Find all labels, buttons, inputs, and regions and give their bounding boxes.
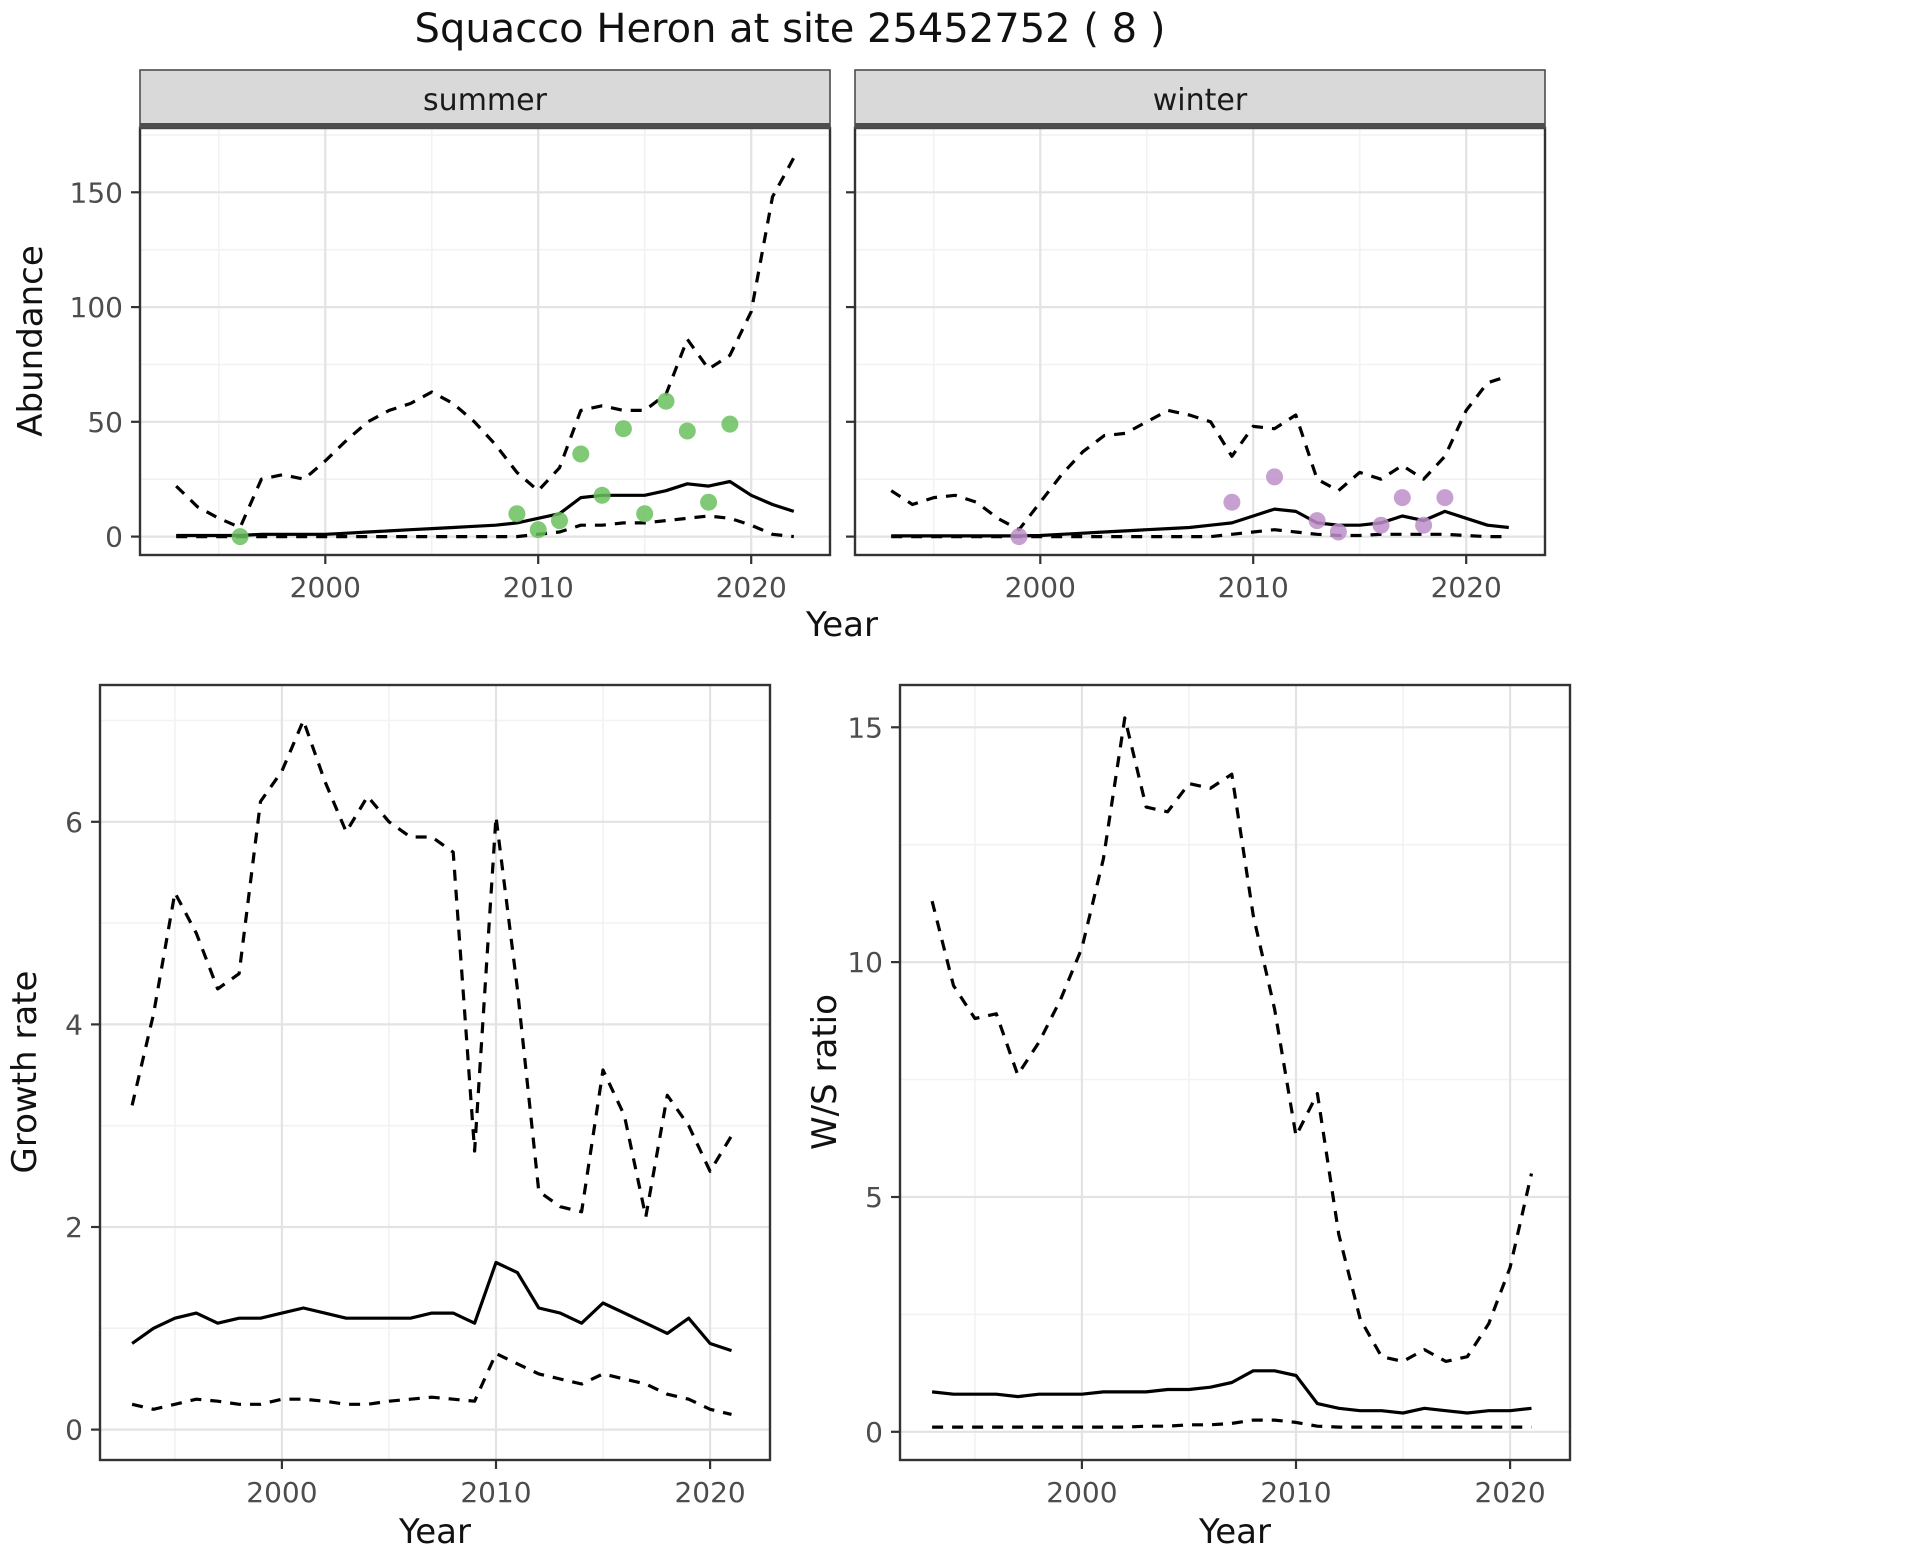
x-axis-label-ws-ratio: Year	[1198, 1512, 1271, 1552]
chart-title: Squacco Heron at site 25452752 ( 8 )	[414, 6, 1166, 52]
panel-border	[98, 683, 772, 1462]
y-tick-label: 0	[65, 1414, 83, 1447]
observed-winter-counts	[1329, 523, 1347, 541]
observed-winter-counts	[1436, 489, 1454, 507]
y-axis-label-growth-rate: Growth rate	[5, 971, 45, 1174]
x-tick-label: 2020	[716, 571, 787, 604]
panel-ws-ratio: 2000 2010 2020 0 5 10 15 W/S ratio Year	[805, 683, 1572, 1552]
x-tick-label: 2000	[1046, 1476, 1117, 1509]
facet-strip-winter	[854, 69, 1546, 129]
observed-summer-counts	[678, 422, 696, 440]
observed-summer-counts	[636, 505, 654, 523]
y-tick-label: 15	[847, 711, 883, 744]
x-tick-label: 2000	[246, 1476, 317, 1509]
y-tick-label: 0	[865, 1416, 883, 1449]
x-tick-label: 2000	[290, 571, 361, 604]
y-tick-label: 0	[105, 521, 123, 554]
series-lower-ci	[176, 514, 794, 539]
panel-background	[855, 128, 1545, 555]
panel-growth-rate: 2000 2010 2020 0 2 4 6 Growth rate Year	[5, 683, 772, 1552]
y-tick-label: 100	[70, 291, 123, 324]
observed-summer-counts	[700, 493, 718, 511]
observed-winter-counts	[1372, 516, 1390, 534]
observed-summer-counts	[529, 521, 547, 539]
facet-label-summer: summer	[423, 83, 548, 118]
y-tick-label: 2	[65, 1211, 83, 1244]
series-lower-ci	[131, 1352, 732, 1416]
series-lower-ci	[891, 528, 1509, 539]
x-tick-label: 2020	[1474, 1476, 1545, 1509]
observed-winter-counts	[1393, 489, 1411, 507]
y-tick-label: 10	[847, 946, 883, 979]
observed-winter-counts	[1010, 528, 1028, 546]
observed-summer-counts	[593, 486, 611, 504]
series-median	[131, 1260, 733, 1353]
observed-summer-counts	[572, 445, 590, 463]
y-tick-label: 50	[87, 406, 123, 439]
x-tick-label: 2010	[503, 571, 574, 604]
series-median	[931, 1369, 1532, 1415]
observed-winter-counts	[1415, 516, 1433, 534]
observed-summer-counts	[551, 512, 568, 530]
series-lower-ci	[932, 1418, 1532, 1429]
x-tick-label: 2010	[1260, 1476, 1331, 1509]
observed-winter-counts	[1223, 493, 1241, 511]
series-median	[176, 479, 795, 538]
x-tick-label: 2020	[1431, 571, 1502, 604]
y-tick-label: 150	[70, 176, 123, 209]
series-upper-ci	[130, 718, 733, 1219]
observed-winter-counts	[1266, 468, 1283, 486]
x-tick-label: 2010	[1218, 571, 1289, 604]
series-upper-ci	[175, 157, 796, 530]
observed-summer-counts	[657, 392, 675, 410]
panel-abundance-summer: 2000 2010 2020 0 50 100 150 summer Abundance Year	[11, 69, 878, 645]
facet-label-winter: winter	[1153, 83, 1248, 118]
y-axis-label-abundance-summer: Abundance	[11, 245, 51, 437]
series-upper-ci	[930, 716, 1534, 1363]
x-tick-label: 2020	[674, 1476, 745, 1509]
panel-background	[900, 685, 1570, 1460]
observed-summer-counts	[508, 505, 526, 523]
y-tick-label: 6	[65, 806, 83, 839]
x-axis-label-abundance-summer: Year	[805, 605, 878, 645]
x-tick-label: 2010	[460, 1476, 531, 1509]
x-axis-label-growth-rate: Year	[398, 1512, 471, 1552]
observed-summer-counts	[614, 420, 632, 438]
observed-summer-counts	[721, 415, 739, 433]
x-tick-label: 2000	[1005, 571, 1076, 604]
y-tick-label: 4	[65, 1008, 83, 1041]
facet-strip-summer	[139, 69, 831, 129]
panel-abundance-winter: 2000 2010 2020 winter	[846, 69, 1547, 604]
y-axis-label-ws-ratio: W/S ratio	[805, 994, 845, 1150]
observed-winter-counts	[1308, 512, 1326, 530]
observed-summer-counts	[231, 528, 249, 546]
y-tick-label: 5	[865, 1181, 883, 1214]
panel-border	[898, 683, 1572, 1462]
panel-background	[100, 685, 770, 1460]
